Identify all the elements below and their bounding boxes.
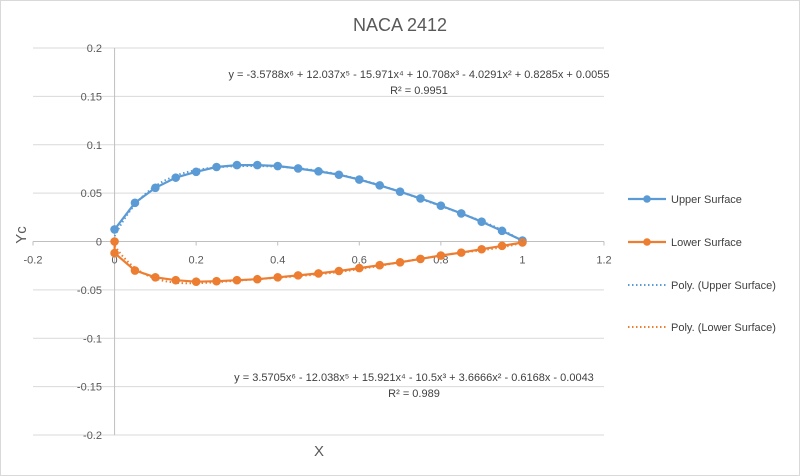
x-axis-label: X bbox=[314, 443, 324, 460]
y-tick-label: 0.1 bbox=[87, 140, 102, 152]
data-point bbox=[110, 248, 119, 258]
x-tick-label: -0.2 bbox=[24, 255, 43, 267]
x-tick-label: 0 bbox=[112, 255, 118, 267]
data-point bbox=[354, 175, 364, 184]
x-tick-label: 1 bbox=[519, 255, 525, 267]
data-point bbox=[293, 164, 303, 173]
legend: Upper Surface Lower Surface Poly. (Upper S… bbox=[628, 194, 776, 334]
series-layer bbox=[110, 160, 527, 286]
y-tick-label: 0.05 bbox=[81, 188, 102, 200]
trendline-2 bbox=[113, 165, 523, 243]
data-point bbox=[273, 161, 283, 171]
data-point bbox=[130, 198, 140, 208]
data-point bbox=[212, 276, 221, 286]
data-point bbox=[232, 160, 242, 170]
data-point bbox=[110, 237, 119, 246]
legend-marker-0 bbox=[643, 195, 651, 203]
y-tick-label: 0.2 bbox=[87, 43, 102, 55]
upper-r2: R² = 0.9951 bbox=[390, 85, 448, 97]
data-point bbox=[212, 162, 221, 172]
y-axis-label: Yc bbox=[13, 226, 30, 244]
data-point bbox=[130, 266, 140, 275]
y-tick-label: -0.2 bbox=[83, 430, 102, 442]
data-point bbox=[191, 277, 201, 286]
data-point bbox=[416, 194, 425, 203]
lower-equation: y = 3.5705x⁶ - 12.038x⁵ + 15.921x⁴ - 10.… bbox=[234, 372, 594, 384]
grid-lines bbox=[33, 47, 604, 436]
lower-r2: R² = 0.989 bbox=[388, 388, 440, 400]
y-tick-label: 0 bbox=[96, 237, 102, 249]
y-tick-label: 0.15 bbox=[81, 91, 102, 103]
data-point bbox=[171, 173, 181, 182]
data-point bbox=[375, 181, 384, 190]
y-tick-label: -0.05 bbox=[77, 285, 102, 297]
legend-label-2: Poly. (Upper Surface) bbox=[671, 280, 776, 292]
x-tick-label: 0.2 bbox=[188, 255, 203, 267]
legend-marker-1 bbox=[643, 238, 651, 246]
data-point bbox=[375, 260, 384, 270]
chart-title: NACA 2412 bbox=[353, 15, 447, 35]
y-tick-label: -0.15 bbox=[77, 382, 102, 394]
tick-labels: 0.2 0.15 0.1 0.05 0 -0.05 -0.1 -0.15 -0.2 -0.2 0 0.… bbox=[24, 43, 612, 442]
legend-label-0: Upper Surface bbox=[671, 194, 742, 206]
x-tick-label: 1.2 bbox=[596, 255, 611, 267]
data-point bbox=[518, 238, 527, 247]
series-line-1 bbox=[113, 241, 523, 283]
data-point bbox=[334, 266, 344, 276]
x-tick-label: 0.4 bbox=[270, 255, 285, 267]
data-point bbox=[232, 275, 242, 285]
trendline-3 bbox=[113, 241, 523, 285]
x-tick-label: 0.6 bbox=[352, 255, 367, 267]
legend-label-3: Poly. (Lower Surface) bbox=[671, 322, 776, 334]
data-point bbox=[477, 217, 486, 226]
y-tick-label: -0.1 bbox=[83, 333, 102, 345]
x-tick-label: 0.8 bbox=[433, 255, 448, 267]
upper-equation: y = -3.5788x⁶ + 12.037x⁵ - 15.971x⁴ + 10… bbox=[228, 69, 609, 81]
legend-label-1: Lower Surface bbox=[671, 237, 742, 249]
